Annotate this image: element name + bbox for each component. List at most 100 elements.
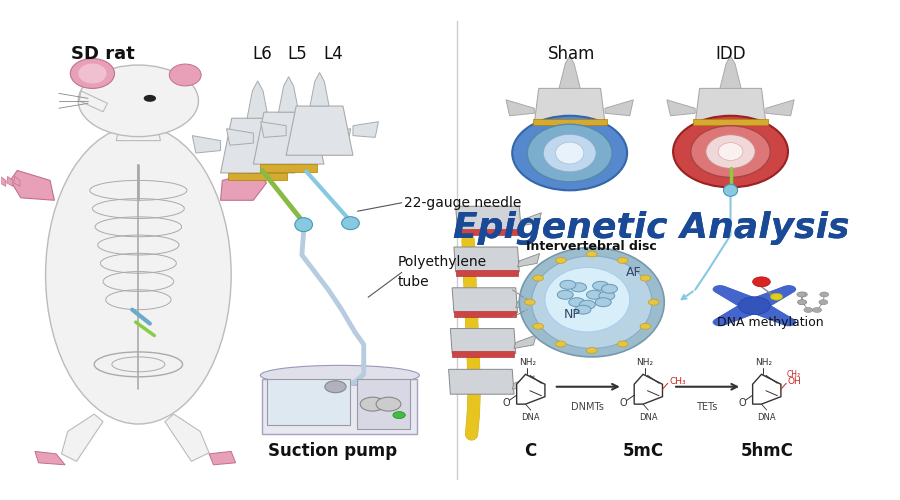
Polygon shape	[605, 100, 634, 116]
Polygon shape	[6, 176, 13, 186]
Polygon shape	[506, 100, 535, 116]
Ellipse shape	[342, 216, 359, 230]
Ellipse shape	[770, 294, 783, 300]
Ellipse shape	[673, 116, 788, 188]
Ellipse shape	[749, 296, 772, 309]
Text: NH₂: NH₂	[636, 358, 653, 367]
Ellipse shape	[752, 296, 774, 308]
Ellipse shape	[763, 292, 782, 302]
Polygon shape	[310, 72, 329, 106]
Ellipse shape	[734, 304, 755, 316]
Ellipse shape	[716, 316, 732, 324]
Ellipse shape	[715, 317, 730, 326]
Ellipse shape	[532, 256, 652, 348]
Text: NH₂: NH₂	[518, 358, 536, 367]
Text: DNA: DNA	[521, 413, 540, 422]
Ellipse shape	[730, 306, 751, 318]
Ellipse shape	[768, 311, 786, 322]
Polygon shape	[517, 374, 544, 404]
Polygon shape	[279, 76, 299, 112]
Bar	[228, 173, 287, 180]
Text: O: O	[502, 398, 510, 408]
Polygon shape	[514, 335, 536, 348]
Ellipse shape	[797, 300, 806, 304]
Ellipse shape	[724, 310, 743, 320]
Text: Epigenetic Analysis: Epigenetic Analysis	[453, 210, 850, 244]
Polygon shape	[14, 176, 20, 186]
Text: tube: tube	[397, 276, 429, 289]
Text: DNA: DNA	[639, 413, 658, 422]
Ellipse shape	[575, 305, 591, 314]
Text: L5: L5	[288, 44, 307, 62]
Ellipse shape	[512, 116, 627, 190]
Polygon shape	[209, 452, 236, 465]
Ellipse shape	[726, 309, 746, 320]
Text: Intervertebral disc: Intervertebral disc	[526, 240, 657, 252]
Ellipse shape	[580, 300, 595, 309]
Ellipse shape	[772, 288, 789, 298]
Ellipse shape	[723, 311, 742, 322]
Ellipse shape	[728, 292, 748, 304]
Ellipse shape	[774, 314, 791, 324]
Polygon shape	[220, 172, 266, 200]
Ellipse shape	[752, 304, 774, 316]
Ellipse shape	[770, 312, 788, 322]
Ellipse shape	[544, 134, 596, 172]
Ellipse shape	[555, 258, 566, 264]
Ellipse shape	[754, 294, 776, 307]
Ellipse shape	[777, 316, 793, 324]
Ellipse shape	[777, 286, 793, 296]
Ellipse shape	[774, 288, 791, 297]
Ellipse shape	[765, 310, 784, 320]
Ellipse shape	[78, 64, 106, 84]
Ellipse shape	[598, 292, 615, 300]
Ellipse shape	[533, 324, 544, 330]
Ellipse shape	[718, 288, 734, 297]
Ellipse shape	[768, 290, 786, 300]
Text: DNMTs: DNMTs	[571, 402, 604, 411]
Polygon shape	[720, 56, 741, 88]
Ellipse shape	[819, 300, 828, 304]
Ellipse shape	[798, 292, 807, 297]
Text: Polyethylene: Polyethylene	[397, 256, 487, 270]
Bar	[266, 380, 350, 425]
Ellipse shape	[295, 218, 312, 232]
Ellipse shape	[144, 95, 156, 102]
Ellipse shape	[718, 314, 734, 324]
Polygon shape	[752, 374, 781, 404]
Ellipse shape	[779, 317, 795, 326]
Ellipse shape	[169, 64, 201, 86]
Ellipse shape	[759, 293, 779, 304]
Text: 5hmC: 5hmC	[741, 442, 793, 460]
Polygon shape	[667, 100, 695, 116]
Ellipse shape	[749, 302, 772, 315]
Text: NH₂: NH₂	[755, 358, 772, 367]
Ellipse shape	[555, 341, 566, 347]
Ellipse shape	[721, 312, 739, 322]
Bar	[262, 380, 417, 434]
Ellipse shape	[734, 294, 755, 307]
Polygon shape	[286, 106, 353, 156]
Text: DNA methylation: DNA methylation	[717, 316, 824, 328]
Polygon shape	[193, 136, 220, 153]
Ellipse shape	[640, 275, 651, 281]
Polygon shape	[324, 128, 351, 145]
Polygon shape	[516, 294, 538, 308]
Ellipse shape	[595, 298, 611, 306]
Polygon shape	[559, 56, 580, 88]
Ellipse shape	[706, 134, 755, 168]
Ellipse shape	[46, 126, 231, 424]
Ellipse shape	[726, 292, 746, 302]
Polygon shape	[220, 118, 295, 173]
Ellipse shape	[593, 282, 608, 290]
Ellipse shape	[820, 292, 829, 297]
Ellipse shape	[723, 290, 742, 300]
Ellipse shape	[763, 309, 782, 320]
Ellipse shape	[691, 126, 770, 178]
Polygon shape	[634, 374, 662, 404]
Text: AF: AF	[626, 266, 642, 279]
Ellipse shape	[519, 248, 664, 357]
Bar	[452, 352, 514, 358]
Ellipse shape	[555, 142, 584, 164]
Text: O: O	[738, 398, 746, 408]
